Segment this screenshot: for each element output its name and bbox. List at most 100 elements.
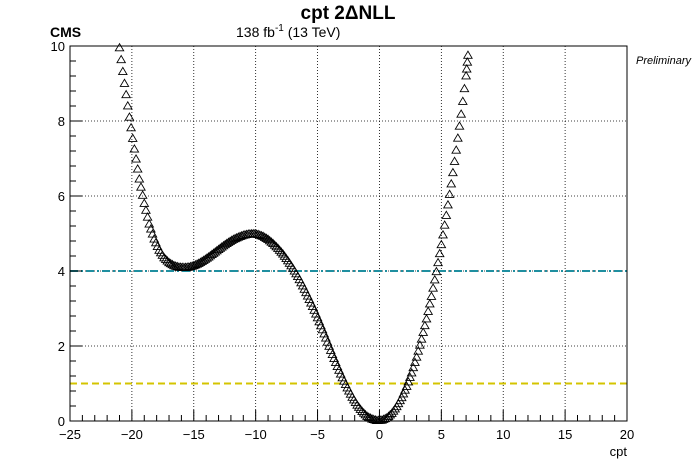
x-tick-label: −10: [245, 427, 267, 442]
data-point: [419, 320, 430, 330]
data-point: [121, 89, 132, 99]
data-point: [117, 66, 128, 76]
data-point: [446, 178, 457, 188]
data-point: [269, 240, 280, 249]
data-point: [413, 346, 424, 355]
x-tick-label: −15: [183, 427, 205, 442]
y-tick-label: 10: [51, 39, 65, 54]
x-tick-label: 20: [620, 427, 634, 442]
y-tick-label: 4: [58, 264, 65, 279]
data-point: [426, 291, 437, 300]
data-point: [416, 334, 427, 343]
data-point: [454, 121, 465, 130]
data-point: [126, 122, 137, 132]
data-point: [135, 182, 146, 191]
experiment-label: CMS: [50, 24, 81, 40]
data-point: [358, 408, 369, 417]
status-label: Preliminary: [636, 55, 693, 67]
data-point: [433, 257, 444, 267]
data-point: [160, 254, 171, 263]
x-tick-label: 10: [496, 427, 510, 442]
data-point: [456, 109, 467, 118]
x-axis-label: cpt: [610, 444, 628, 459]
luminosity-exponent: -1: [275, 23, 284, 34]
data-point: [423, 306, 434, 315]
data-point: [409, 357, 420, 366]
x-tick-label: −20: [121, 427, 143, 442]
data-point: [452, 133, 463, 142]
data-point: [429, 274, 440, 284]
x-tick-label: −25: [59, 427, 81, 442]
data-point: [459, 83, 470, 93]
data-point: [357, 406, 368, 416]
y-tick-label: 8: [58, 114, 65, 129]
data-point: [434, 248, 445, 258]
data-point: [127, 133, 138, 142]
data-point: [142, 212, 153, 221]
data-point: [228, 234, 239, 243]
data-point: [414, 340, 425, 349]
data-point: [264, 235, 275, 245]
data-point: [441, 210, 452, 219]
energy-label: (13 TeV): [284, 24, 341, 40]
data-point: [119, 78, 130, 87]
data-point: [378, 414, 389, 423]
data-point: [442, 199, 453, 209]
data-point: [431, 266, 442, 276]
data-point: [449, 156, 460, 165]
x-tick-label: 5: [438, 427, 445, 442]
data-point: [360, 409, 371, 419]
y-tick-label: 6: [58, 189, 65, 204]
data-point: [122, 100, 133, 110]
data-point: [137, 190, 148, 199]
data-point: [401, 381, 412, 390]
data-point: [444, 189, 455, 198]
data-point: [424, 298, 435, 308]
reference-lines: [70, 270, 627, 385]
data-point: [276, 247, 287, 256]
data-point: [403, 376, 414, 386]
data-point: [383, 411, 394, 420]
data-point: [408, 362, 419, 372]
data-point: [451, 145, 462, 154]
data-point: [193, 258, 204, 267]
data-point: [462, 57, 473, 66]
data-point: [124, 112, 135, 121]
grid: [70, 46, 627, 421]
data-point: [159, 252, 170, 262]
data-point: [447, 167, 458, 177]
data-point: [134, 174, 145, 183]
data-point: [131, 154, 142, 163]
data-point: [404, 372, 415, 381]
y-tick-label: 0: [58, 414, 65, 429]
data-point: [129, 144, 140, 153]
data-point: [172, 261, 183, 271]
data-point: [272, 243, 283, 252]
data-point: [132, 164, 143, 173]
data-point: [461, 70, 472, 80]
data-point: [274, 245, 285, 254]
data-point: [462, 50, 473, 59]
data-point: [271, 241, 282, 251]
data-point: [406, 367, 417, 377]
data-point: [439, 220, 450, 229]
x-tick-label: 15: [558, 427, 572, 442]
data-point: [162, 256, 173, 265]
data-point: [411, 352, 422, 361]
data-point: [268, 238, 278, 248]
data-point: [457, 96, 468, 105]
data-point: [263, 234, 274, 243]
data-point: [139, 198, 150, 207]
data-point: [114, 42, 125, 52]
data-points: [114, 42, 473, 425]
luminosity-value: 138 fb: [236, 24, 275, 40]
x-tick-label: 0: [376, 427, 383, 442]
data-point: [428, 283, 439, 292]
luminosity-label: 138 fb-1 (13 TeV): [236, 23, 340, 40]
plot-frame: [69, 45, 628, 422]
y-tick-label: 2: [58, 339, 65, 354]
chart-title: cpt 2ΔNLL: [301, 3, 396, 24]
x-tick-label: −5: [310, 427, 325, 442]
